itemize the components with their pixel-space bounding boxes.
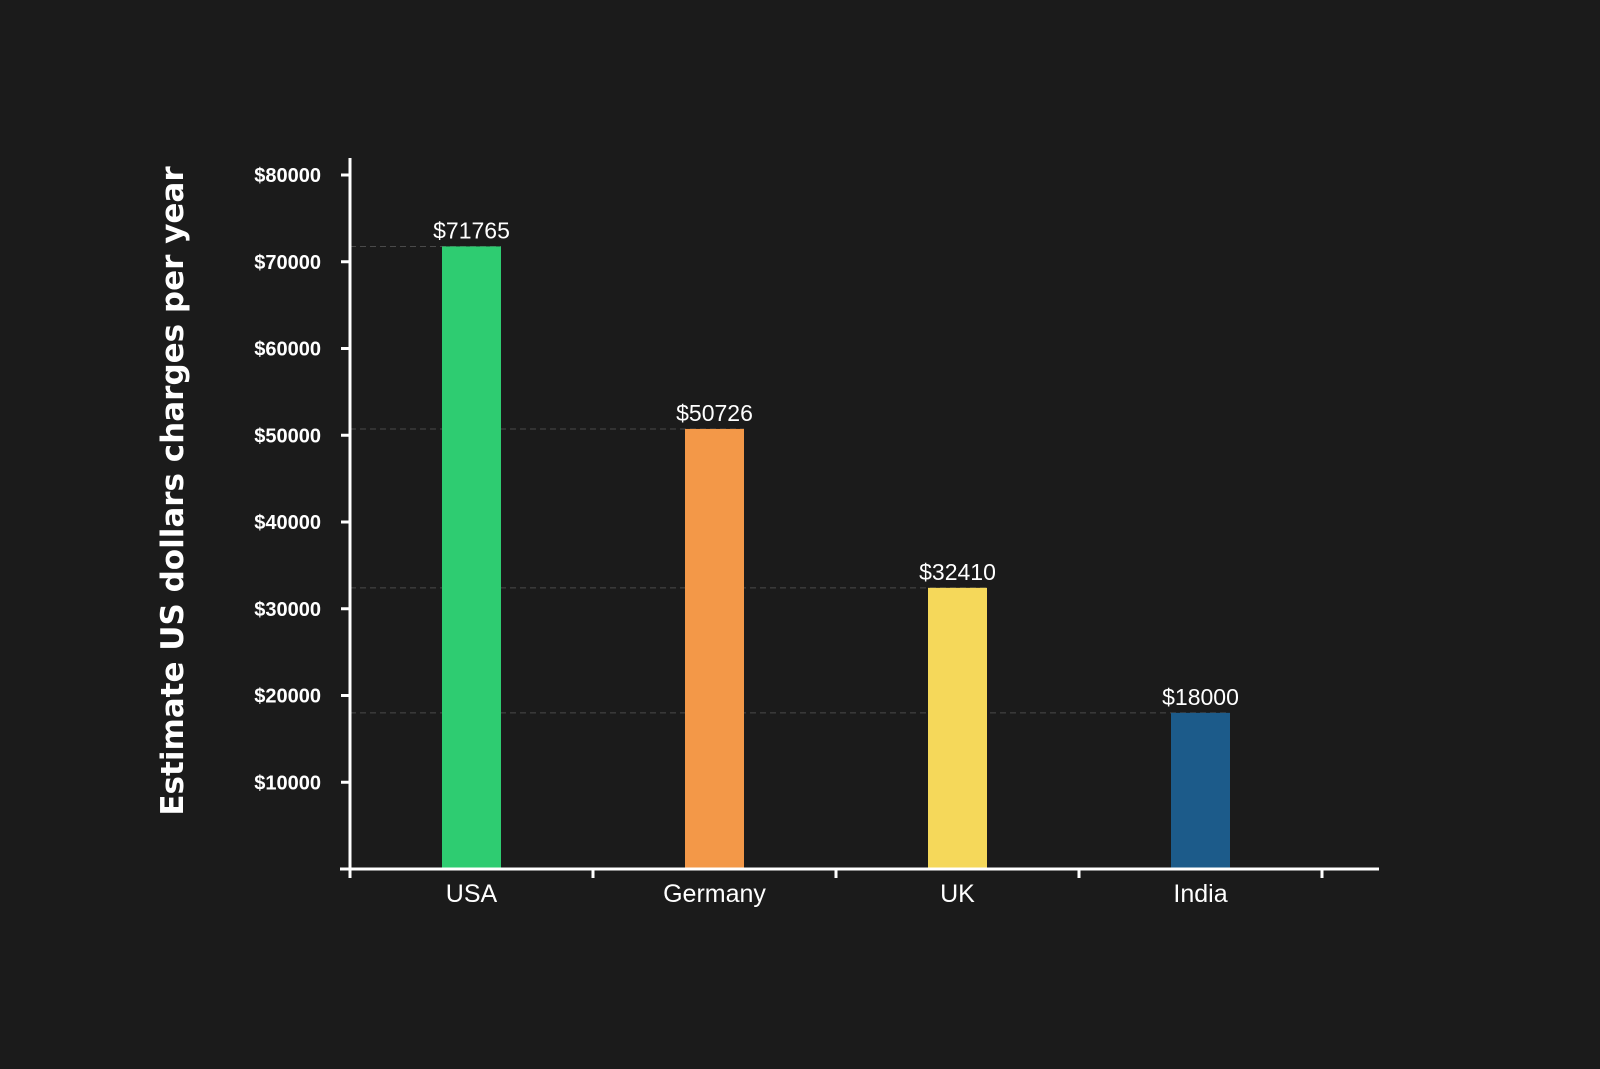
y-tick-label: $30000: [254, 599, 321, 621]
y-tick-label: $60000: [254, 339, 321, 361]
y-axis-label: Estimate US dollars charges per year: [155, 166, 191, 816]
x-tick-label: India: [1173, 880, 1227, 908]
data-label: $32410: [919, 559, 996, 585]
y-ticks-group: $10000 $20000 $30000 $40000 $50000 $60000 $700…: [254, 165, 350, 794]
data-label: $71765: [433, 217, 510, 243]
y-tick-label: $80000: [254, 165, 321, 187]
bar-india: [1171, 712, 1230, 869]
x-tick-label: Germany: [663, 880, 766, 908]
data-labels-group: $71765 $50726 $32410 $18000: [433, 217, 1239, 709]
bar-usa: [442, 246, 501, 870]
x-ticks-group: USA Germany UK India: [348, 869, 1324, 908]
bar-germany: [685, 428, 744, 869]
bars-group: [442, 246, 1230, 870]
data-label: $50726: [676, 400, 753, 426]
y-tick-label: $20000: [254, 686, 321, 708]
x-tick-label: USA: [446, 880, 498, 908]
x-tick-label: UK: [940, 880, 975, 908]
y-tick-label: $40000: [254, 512, 321, 534]
y-tick-label: $70000: [254, 252, 321, 274]
bar-uk: [928, 587, 987, 869]
data-label: $18000: [1162, 684, 1239, 710]
y-tick-label: $10000: [254, 772, 321, 794]
y-tick-label: $50000: [254, 425, 321, 447]
